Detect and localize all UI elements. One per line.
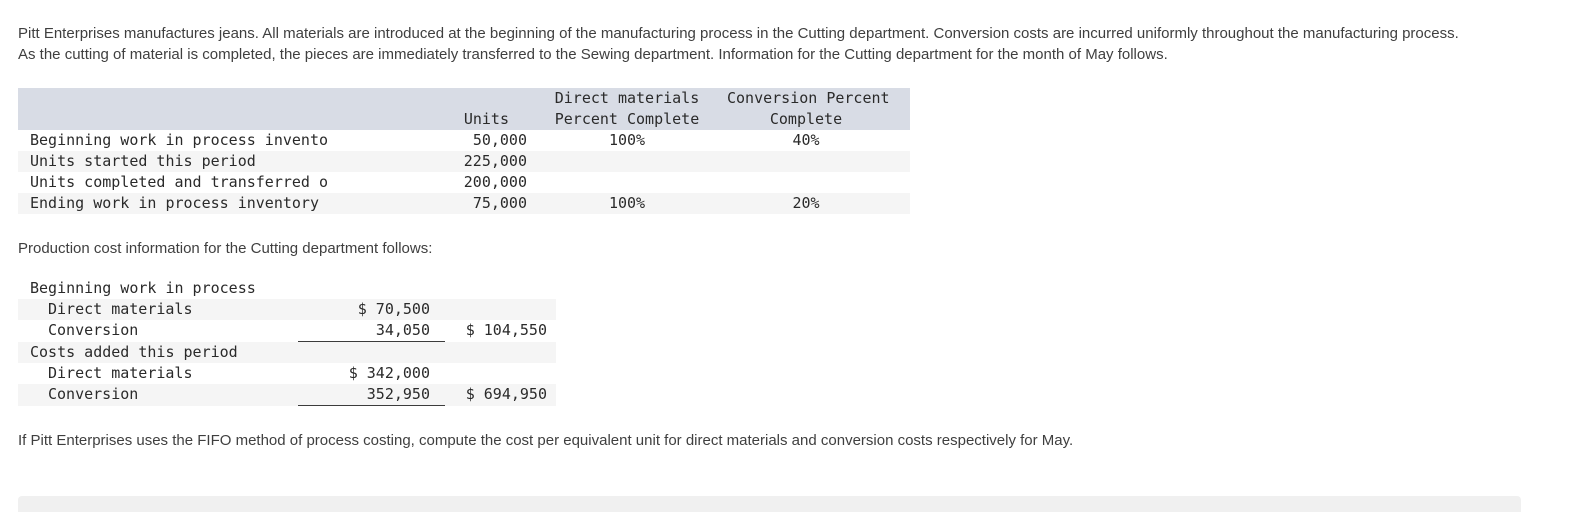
cost-table-row: Costs added this period [18, 341, 556, 364]
cost-table: Beginning work in process Direct materia… [18, 278, 556, 406]
direct-materials-column-header: Direct materials Percent Complete [527, 88, 727, 130]
units-table-row: Ending work in process inventory 75,000 … [18, 193, 910, 214]
cost-table-row: Conversion 352,950 $ 694,950 [18, 384, 556, 406]
row-label-cell: Units completed and transferred out [30, 173, 328, 191]
conversion-column-header: Conversion Percent Complete [727, 88, 910, 130]
units-table: Units Direct materials Percent Complete … [18, 88, 910, 214]
cost-total-cell: $ 694,950 [465, 385, 547, 404]
dm-percent-cell [527, 151, 727, 172]
intro-paragraph: Pitt Enterprises manufactures jeans. All… [18, 25, 1459, 63]
cost-section-label-cell: Costs added this period [30, 342, 238, 361]
cost-item-label-cell: Direct materials [48, 364, 193, 382]
direct-materials-header-line1: Direct materials [554, 89, 700, 107]
cost-table-row: Direct materials $ 70,500 [18, 299, 556, 320]
units-value-cell: 75,000 [472, 194, 527, 212]
units-table-corner-cell [18, 88, 328, 130]
bottom-panel-edge [18, 496, 1521, 512]
cost-table-row: Direct materials $ 342,000 [18, 363, 556, 384]
cost-amount-cell-underlined: 34,050 [298, 320, 445, 342]
cost-total-cell [445, 342, 556, 364]
cost-total-cell [445, 363, 556, 384]
conversion-percent-cell [727, 151, 910, 172]
cost-amount-cell-underlined: 352,950 [298, 384, 445, 406]
dm-percent-cell: 100% [608, 131, 646, 149]
conversion-percent-cell [727, 172, 910, 193]
units-value-cell: 200,000 [463, 173, 527, 191]
cost-table-row: Beginning work in process [18, 278, 556, 299]
conversion-percent-cell: 20% [792, 194, 820, 212]
dm-percent-cell: 100% [608, 194, 646, 212]
row-label-cell: Ending work in process inventory [30, 194, 319, 212]
units-table-row: Beginning work in process inventory 50,0… [18, 130, 910, 151]
cost-total-cell [445, 278, 556, 299]
cost-amount-cell [298, 342, 445, 364]
cost-item-label-cell: Conversion [48, 321, 139, 340]
conversion-header-line1: Conversion Percent [727, 89, 890, 107]
units-table-header-row: Units Direct materials Percent Complete … [18, 88, 910, 130]
units-table-row: Units completed and transferred out 200,… [18, 172, 910, 193]
cost-item-label-cell: Direct materials [48, 300, 193, 318]
cost-section-label-cell: Beginning work in process [30, 279, 256, 297]
question-paragraph: If Pitt Enterprises uses the FIFO method… [18, 432, 1074, 449]
units-column-header: Units [328, 88, 527, 130]
cost-total-cell: $ 104,550 [465, 321, 547, 340]
cost-amount-cell: $ 70,500 [357, 300, 430, 318]
page-content: Pitt Enterprises manufactures jeans. All… [18, 25, 1459, 449]
cost-amount-cell: $ 342,000 [348, 364, 430, 382]
direct-materials-header-line2: Percent Complete [554, 110, 700, 128]
units-column-header-label: Units [463, 110, 509, 128]
units-value-cell: 50,000 [472, 131, 527, 149]
dm-percent-cell [527, 172, 727, 193]
cost-total-cell [445, 299, 556, 320]
conversion-header-line2: Complete [769, 110, 843, 128]
units-value-cell: 225,000 [463, 152, 527, 170]
conversion-percent-cell: 40% [792, 131, 820, 149]
row-label-cell: Beginning work in process inventory [30, 131, 328, 149]
units-table-row: Units started this period 225,000 [18, 151, 910, 172]
cost-amount-cell [298, 278, 445, 299]
cost-item-label-cell: Conversion [48, 385, 139, 404]
row-label-cell: Units started this period [30, 152, 256, 170]
production-cost-caption: Production cost information for the Cutt… [18, 240, 433, 257]
cost-table-row: Conversion 34,050 $ 104,550 [18, 320, 556, 342]
